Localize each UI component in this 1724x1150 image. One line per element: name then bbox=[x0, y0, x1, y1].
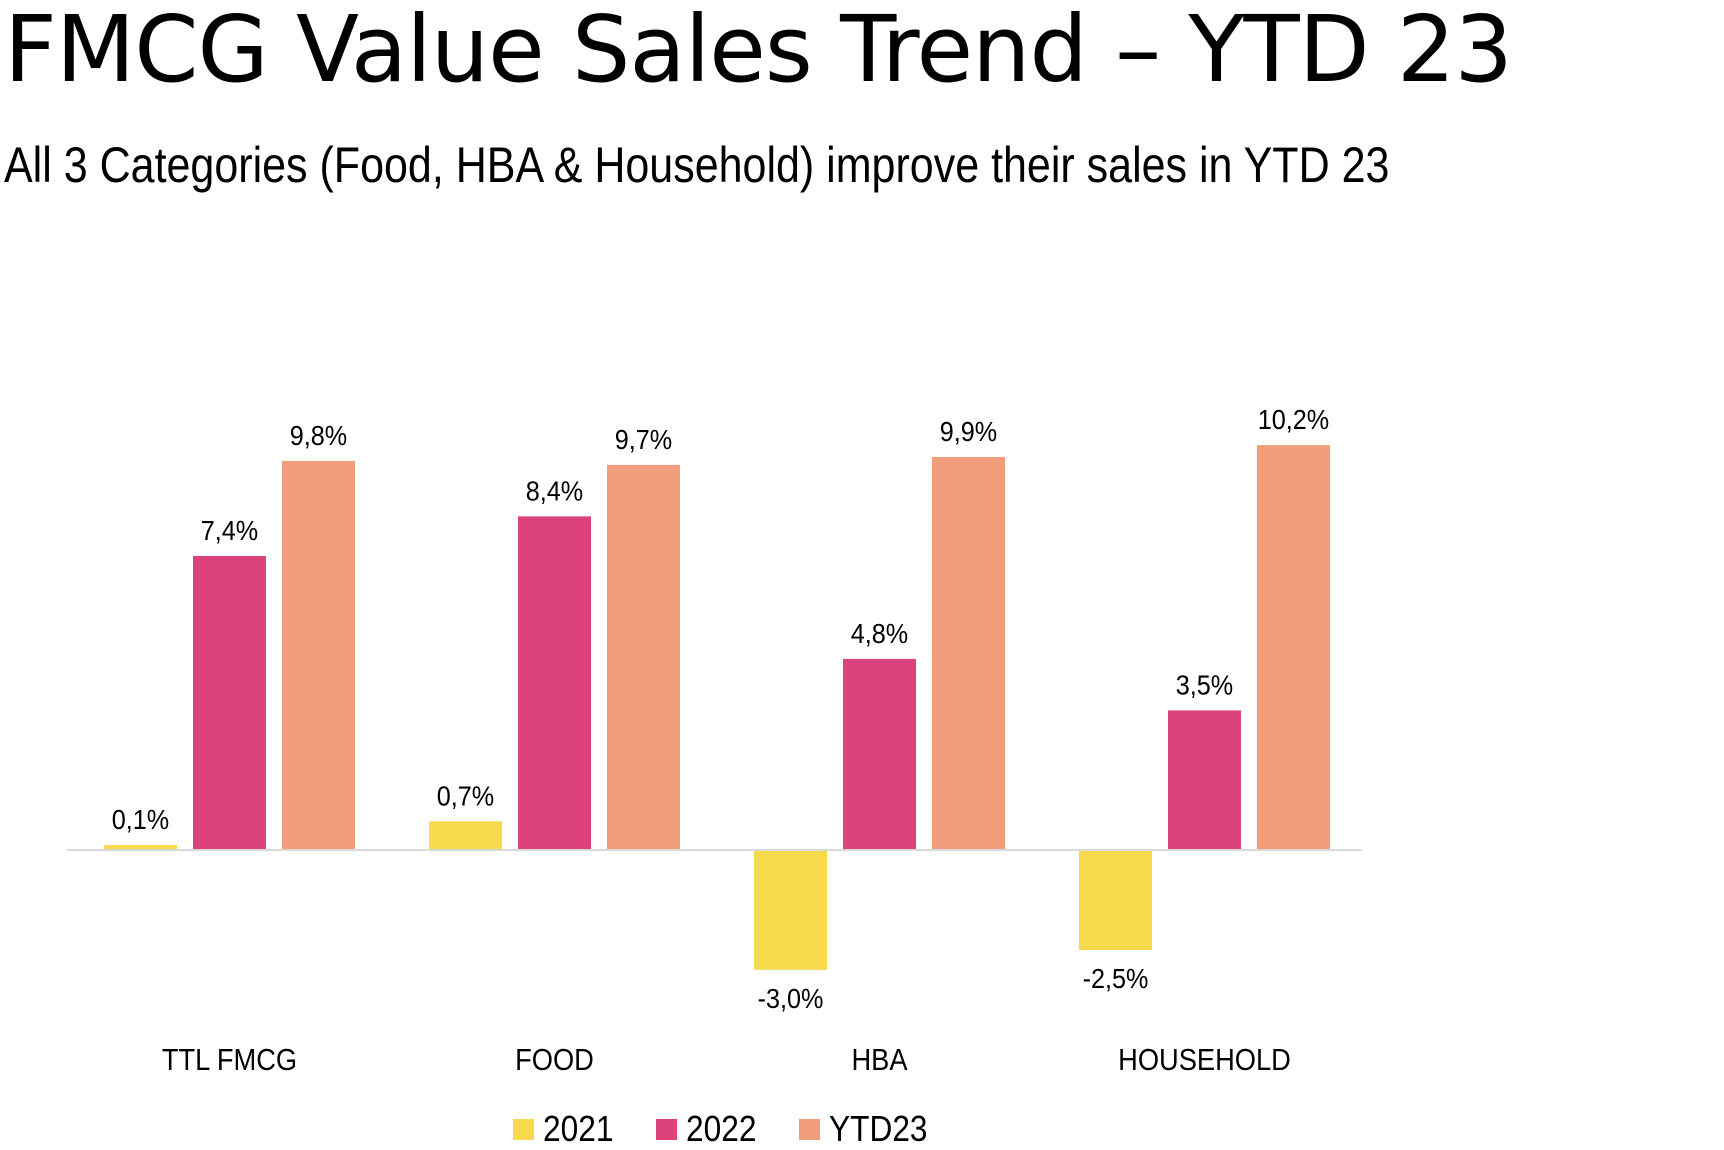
data-label: 0,7% bbox=[437, 780, 494, 812]
legend-swatch-ytd23 bbox=[799, 1119, 820, 1140]
x-axis-label: TTL FMCG bbox=[162, 1043, 297, 1077]
x-axis-labels: TTL FMCG FOOD HBA HOUSEHOLD bbox=[162, 1043, 1291, 1077]
bar-2022-hba bbox=[843, 658, 916, 849]
bar-2021-ttl-fmcg bbox=[104, 845, 177, 849]
data-label: 0,1% bbox=[112, 804, 169, 836]
page-subtitle: All 3 Categories (Food, HBA & Household)… bbox=[4, 137, 1390, 193]
bar-ytd23-hba bbox=[932, 456, 1005, 849]
page-title: FMCG Value Sales Trend – YTD 23 bbox=[4, 0, 1513, 103]
data-label: 8,4% bbox=[526, 475, 583, 507]
legend-label-2021: 2021 bbox=[543, 1109, 613, 1149]
data-label: -2,5% bbox=[1083, 963, 1149, 995]
legend-label-ytd23: YTD23 bbox=[829, 1109, 928, 1149]
bars-group bbox=[104, 445, 1330, 970]
data-label: 10,2% bbox=[1258, 404, 1329, 436]
bar-2022-ttl-fmcg bbox=[193, 555, 266, 849]
data-label: -3,0% bbox=[758, 983, 824, 1015]
bar-2022-household bbox=[1168, 710, 1241, 849]
data-label: 4,8% bbox=[851, 618, 908, 650]
bar-2022-food bbox=[518, 516, 591, 849]
x-axis-label: FOOD bbox=[515, 1043, 594, 1077]
bar-2021-food bbox=[429, 821, 502, 849]
x-axis-label: HBA bbox=[851, 1043, 908, 1077]
bar-2021-household bbox=[1079, 851, 1152, 950]
x-axis-label: HOUSEHOLD bbox=[1118, 1043, 1291, 1077]
bar-ytd23-food bbox=[607, 464, 680, 849]
data-label: 7,4% bbox=[201, 515, 258, 547]
legend-swatch-2022 bbox=[656, 1119, 677, 1140]
bar-2021-hba bbox=[754, 851, 827, 970]
legend-label-2022: 2022 bbox=[686, 1109, 756, 1149]
legend-swatch-2021 bbox=[513, 1119, 534, 1140]
legend: 2021 2022 YTD23 bbox=[513, 1109, 928, 1149]
data-label: 9,7% bbox=[615, 424, 672, 456]
data-labels-group: 0,1% 7,4% 9,8% 0,7% 8,4% 9,7% -3,0% 4,8% 9,9% -2,… bbox=[112, 404, 1329, 1014]
data-label: 9,8% bbox=[290, 420, 347, 452]
bar-ytd23-household bbox=[1257, 445, 1330, 849]
data-label: 3,5% bbox=[1176, 669, 1233, 701]
data-label: 9,9% bbox=[940, 416, 997, 448]
bar-ytd23-ttl-fmcg bbox=[282, 460, 355, 849]
